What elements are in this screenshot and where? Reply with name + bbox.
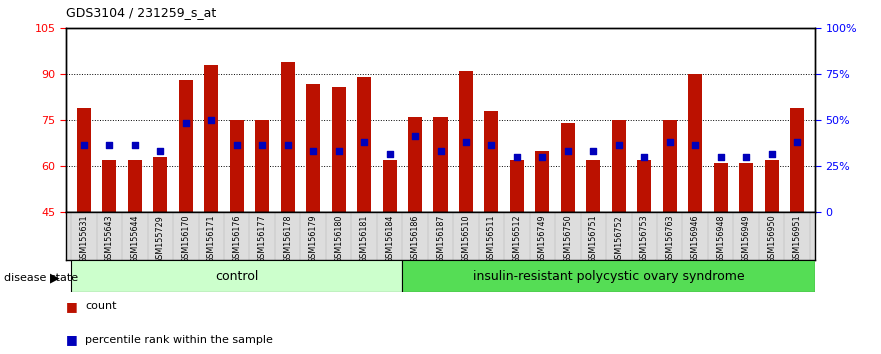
Text: GSM156179: GSM156179 [308,215,318,263]
Bar [790,108,804,212]
Point [255,142,270,148]
Point [77,142,91,148]
Bar [382,160,396,212]
Point [637,154,651,160]
Text: insulin-resistant polycystic ovary syndrome: insulin-resistant polycystic ovary syndr… [473,270,744,282]
Point [459,139,473,145]
Text: GSM156184: GSM156184 [385,215,394,263]
Point [408,133,422,138]
Bar [663,120,677,212]
Text: percentile rank within the sample: percentile rank within the sample [85,335,273,345]
Text: disease state: disease state [4,273,78,283]
Text: GSM156186: GSM156186 [411,215,419,263]
Bar [510,160,524,212]
Bar [765,160,779,212]
Point [331,148,345,154]
Point [281,142,295,148]
Text: GSM156750: GSM156750 [563,215,573,263]
Text: GSM156171: GSM156171 [207,215,216,263]
Text: GSM156512: GSM156512 [513,215,522,263]
Point [204,118,218,123]
Text: GSM156180: GSM156180 [334,215,343,263]
Bar [637,160,651,212]
Bar [459,71,473,212]
Point [128,142,142,148]
Text: GSM156749: GSM156749 [538,215,547,263]
Text: GSM156176: GSM156176 [233,215,241,263]
Point [611,142,626,148]
Point [536,154,550,160]
Bar [153,157,167,212]
Text: GSM156187: GSM156187 [436,215,445,263]
Text: GSM156752: GSM156752 [614,215,623,263]
Text: GSM156511: GSM156511 [487,215,496,263]
Bar [739,163,753,212]
Point [433,148,448,154]
Bar [128,160,142,212]
Text: GSM156946: GSM156946 [691,215,700,263]
Text: GSM155631: GSM155631 [79,215,88,263]
Point [357,139,371,145]
Point [714,154,728,160]
Text: GSM156510: GSM156510 [462,215,470,263]
Text: count: count [85,301,117,311]
Bar [408,117,422,212]
Point [688,142,702,148]
Point [765,151,779,157]
Bar [714,163,728,212]
Bar [561,124,575,212]
Point [739,154,753,160]
Bar [433,117,448,212]
Text: GSM156949: GSM156949 [742,215,751,263]
Text: GSM156181: GSM156181 [359,215,368,263]
Bar [102,160,116,212]
Bar [688,74,702,212]
Bar [611,120,626,212]
Point [510,154,524,160]
Text: GSM156177: GSM156177 [258,215,267,263]
Bar [179,80,193,212]
Point [306,148,320,154]
Bar [403,260,815,292]
Text: GSM155643: GSM155643 [105,215,114,263]
Point [485,142,499,148]
Bar [536,151,550,212]
Point [382,151,396,157]
Text: GSM156178: GSM156178 [283,215,292,263]
Text: GSM156948: GSM156948 [716,215,725,263]
Point [153,148,167,154]
Text: control: control [215,270,258,282]
Point [179,121,193,126]
Text: GSM156763: GSM156763 [665,215,674,263]
Point [663,139,677,145]
Point [586,148,600,154]
Point [790,139,804,145]
Point [230,142,244,148]
Text: GSM156751: GSM156751 [589,215,598,263]
Bar [281,62,294,212]
Bar [71,260,403,292]
Bar [357,78,371,212]
Bar [204,65,218,212]
Text: GSM156951: GSM156951 [793,215,802,263]
Bar [331,87,345,212]
Bar [587,160,600,212]
Point [102,142,116,148]
Text: ■: ■ [66,300,78,313]
Bar [77,108,91,212]
Text: GSM156170: GSM156170 [181,215,190,263]
Text: GDS3104 / 231259_s_at: GDS3104 / 231259_s_at [66,6,217,19]
Point [561,148,575,154]
Text: GSM155644: GSM155644 [130,215,139,263]
Bar [230,120,244,212]
Bar [255,120,270,212]
Text: ▶: ▶ [50,272,60,284]
Text: GSM155729: GSM155729 [156,215,165,264]
Bar [485,111,499,212]
Text: ■: ■ [66,333,78,346]
Text: GSM156950: GSM156950 [767,215,776,263]
Bar [306,84,320,212]
Text: GSM156753: GSM156753 [640,215,648,263]
